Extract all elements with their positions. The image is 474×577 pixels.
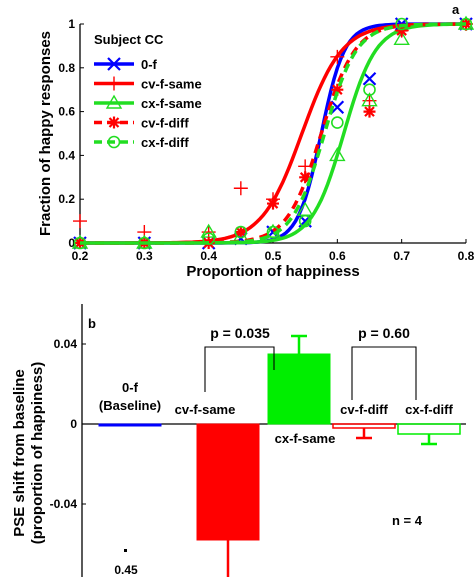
legend-label: cx-f-diff bbox=[141, 135, 189, 150]
data-point bbox=[73, 236, 87, 250]
x-tick-label: 0.6 bbox=[329, 249, 346, 263]
data-point bbox=[234, 226, 247, 239]
x-tick-label: 0.7 bbox=[393, 249, 410, 263]
legend-marker bbox=[107, 57, 121, 71]
y-tick-label: 0 bbox=[68, 236, 75, 250]
data-point bbox=[331, 116, 344, 129]
x-tick-label: 0.5 bbox=[265, 249, 282, 263]
fit-curve bbox=[80, 22, 466, 245]
data-point bbox=[362, 71, 377, 86]
bar-sublabel-baseline: (Baseline) bbox=[99, 398, 161, 413]
panel-b-label: b bbox=[88, 316, 96, 331]
x-tick-label: 0.3 bbox=[136, 249, 153, 263]
data-point bbox=[234, 225, 248, 239]
p-value-label: p = 0.60 bbox=[358, 325, 410, 341]
bar-cv-f-diff bbox=[332, 423, 396, 440]
series-cx-f-same bbox=[71, 15, 474, 249]
x-tick-label: 0.2 bbox=[72, 249, 89, 263]
legend-label: 0-f bbox=[141, 57, 158, 72]
x-axis-title: Proportion of happiness bbox=[186, 263, 359, 280]
y-tick-label: 0.4 bbox=[58, 148, 75, 162]
data-point bbox=[331, 83, 344, 96]
fit-curve bbox=[80, 22, 466, 245]
panel-a-axes bbox=[79, 24, 466, 244]
legend-label: cv-f-diff bbox=[141, 116, 189, 131]
data-point bbox=[233, 181, 248, 196]
bar bbox=[267, 353, 331, 425]
legend-marker bbox=[108, 116, 120, 129]
y-tick-label: 0.04 bbox=[54, 337, 78, 351]
sample-size-label: n = 4 bbox=[392, 513, 423, 528]
bar bbox=[98, 423, 162, 427]
y-axis-title-line1: PSE shift from baseline bbox=[11, 369, 28, 537]
y-tick-label: 0.6 bbox=[58, 105, 75, 119]
y-tick-label: -0.04 bbox=[50, 497, 78, 511]
data-point bbox=[299, 171, 312, 184]
data-point bbox=[202, 232, 215, 245]
series-cx-f-diff bbox=[73, 17, 473, 250]
y-tick-label: 0 bbox=[70, 417, 77, 431]
bar-0-f bbox=[98, 423, 162, 427]
bar-label-cx-f-same: cx-f-same bbox=[275, 431, 336, 446]
bar-label-0-f: 0-f bbox=[122, 380, 139, 395]
tick-mark bbox=[124, 549, 127, 552]
data-point bbox=[266, 225, 280, 239]
data-point bbox=[459, 17, 473, 31]
y-tick-label: 0.8 bbox=[58, 61, 75, 75]
data-point bbox=[330, 100, 345, 114]
data-point bbox=[363, 105, 376, 118]
comparison-bracket bbox=[204, 346, 275, 392]
bar-cx-f-diff bbox=[397, 423, 461, 446]
legend-label: cx-f-same bbox=[141, 96, 202, 111]
data-point bbox=[363, 83, 376, 96]
fit-curve bbox=[80, 22, 467, 245]
data-point bbox=[393, 30, 410, 46]
data-point bbox=[395, 24, 408, 37]
bar bbox=[196, 423, 260, 541]
data-point bbox=[395, 17, 408, 31]
bar-label-cx-f-diff: cx-f-diff bbox=[405, 402, 453, 417]
fit-curve bbox=[80, 22, 466, 245]
series-0-f bbox=[73, 17, 473, 250]
bar-cv-f-same bbox=[196, 423, 260, 577]
data-point bbox=[73, 214, 87, 229]
x-tick-label: 0.8 bbox=[458, 249, 474, 263]
legend-marker bbox=[107, 135, 121, 149]
bar bbox=[397, 423, 461, 435]
legend-title: Subject CC bbox=[94, 32, 164, 47]
data-point bbox=[329, 147, 346, 162]
x-tick-label: 0.4 bbox=[200, 249, 217, 263]
panel-a-label: a bbox=[452, 2, 460, 17]
bar-label-cv-f-diff: cv-f-diff bbox=[340, 402, 388, 417]
legend-marker bbox=[105, 94, 123, 109]
bar bbox=[332, 423, 396, 429]
bar-cx-f-same bbox=[267, 334, 331, 425]
series-cv-f-diff bbox=[74, 18, 472, 249]
y-tick-label: 1 bbox=[68, 17, 75, 31]
legend: Subject CC 0-f cv-f-same cx-f-same cv-f-diff… bbox=[94, 32, 202, 150]
p-value-label: p = 0.035 bbox=[210, 325, 270, 341]
y-tick-label: 0.2 bbox=[58, 192, 75, 206]
data-point bbox=[267, 197, 279, 210]
fit-curve bbox=[80, 22, 466, 245]
data-point bbox=[298, 214, 312, 228]
bar-label-cv-f-same: cv-f-same bbox=[175, 402, 236, 417]
y-axis-title: Fraction of happy responses bbox=[37, 31, 54, 236]
comparison-bracket bbox=[351, 346, 417, 400]
y-axis-title-line2: (proportion of happiness) bbox=[29, 362, 46, 544]
legend-label: cv-f-same bbox=[141, 77, 202, 92]
data-point bbox=[330, 49, 345, 64]
data-point bbox=[138, 236, 151, 250]
panel-a: a0.2 0.3 0.4 0.5 0.6 0.7 0.800.20.40.60.81Prop… bbox=[37, 2, 474, 280]
panel-b: b0.040-0.04-0.08PSE shift from baseline(… bbox=[11, 304, 466, 577]
bottom-axis-label: 0.45 bbox=[114, 563, 138, 577]
legend-marker bbox=[107, 76, 121, 91]
